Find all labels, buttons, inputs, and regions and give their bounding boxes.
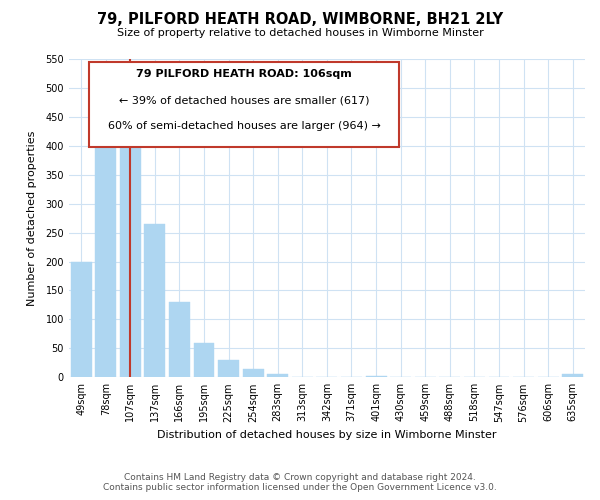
Bar: [120, 126, 141, 378]
Text: 60% of semi-detached houses are larger (964) →: 60% of semi-detached houses are larger (…: [108, 121, 381, 131]
Bar: [145, 224, 165, 378]
Text: ← 39% of detached houses are smaller (617): ← 39% of detached houses are smaller (61…: [119, 96, 370, 106]
Bar: [169, 302, 190, 378]
Y-axis label: Number of detached properties: Number of detached properties: [27, 130, 37, 306]
Text: 79 PILFORD HEATH ROAD: 106sqm: 79 PILFORD HEATH ROAD: 106sqm: [136, 68, 352, 78]
Bar: [243, 368, 263, 378]
Text: Contains HM Land Registry data © Crown copyright and database right 2024.
Contai: Contains HM Land Registry data © Crown c…: [103, 473, 497, 492]
Bar: [365, 376, 386, 378]
Bar: [218, 360, 239, 378]
Text: Size of property relative to detached houses in Wimborne Minster: Size of property relative to detached ho…: [116, 28, 484, 38]
Bar: [194, 342, 214, 378]
X-axis label: Distribution of detached houses by size in Wimborne Minster: Distribution of detached houses by size …: [157, 430, 497, 440]
Bar: [268, 374, 288, 378]
Bar: [71, 262, 92, 378]
Text: 79, PILFORD HEATH ROAD, WIMBORNE, BH21 2LY: 79, PILFORD HEATH ROAD, WIMBORNE, BH21 2…: [97, 12, 503, 28]
Bar: [95, 117, 116, 378]
FancyBboxPatch shape: [89, 62, 399, 146]
Bar: [562, 374, 583, 378]
